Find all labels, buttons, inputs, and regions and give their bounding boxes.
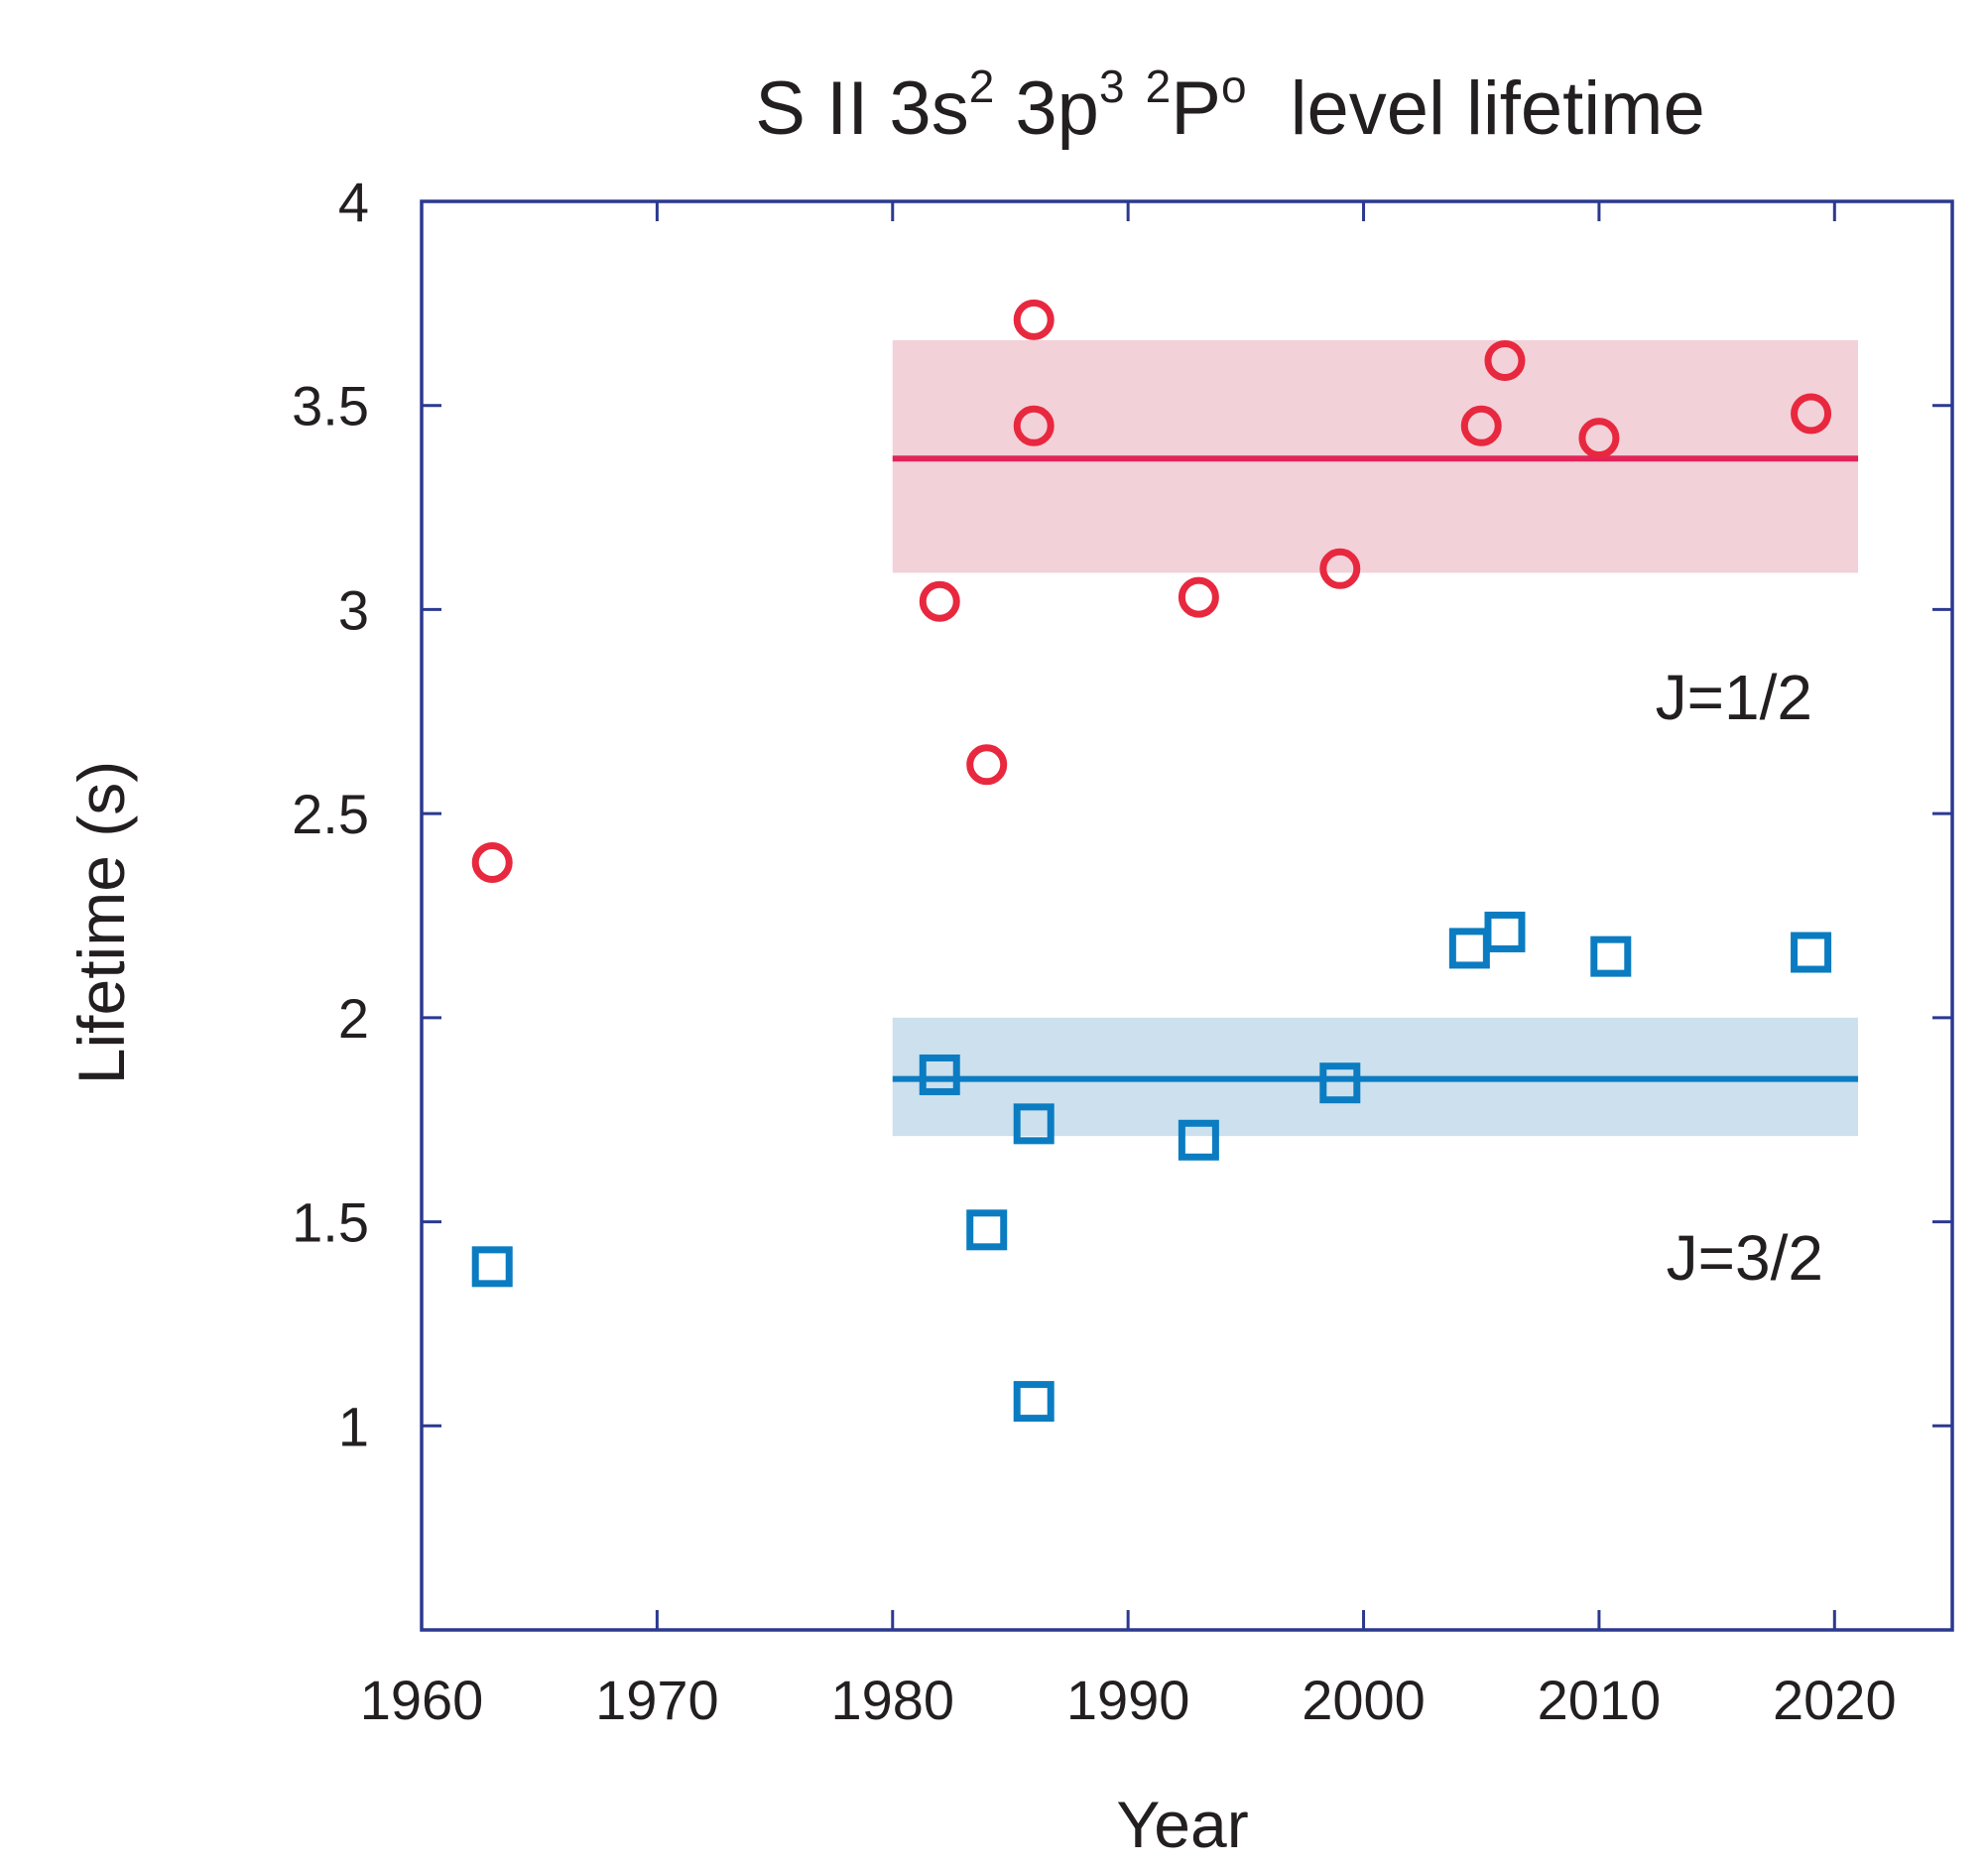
x-tick-label: 2000 xyxy=(1302,1669,1426,1731)
j12-marker xyxy=(1484,339,1526,381)
y-tick-label: 3 xyxy=(338,578,369,641)
title-sup3: 2 xyxy=(1146,61,1172,112)
x-tick-label: 2010 xyxy=(1538,1669,1662,1731)
j12-marker xyxy=(1178,576,1219,618)
x-tick-label: 1980 xyxy=(830,1669,954,1731)
y-tick-label: 2.5 xyxy=(292,783,369,845)
y-tick-label: 4 xyxy=(338,171,369,233)
j32-marker xyxy=(1178,1119,1219,1161)
y-tick-label: 1 xyxy=(338,1395,369,1457)
j32-marker xyxy=(1448,928,1490,969)
x-axis-label: Year xyxy=(1116,1788,1248,1861)
j12-marker xyxy=(1013,405,1055,446)
plot-frame xyxy=(420,199,1954,1632)
axis-ticks xyxy=(420,199,1952,1630)
title-sup1: 2 xyxy=(969,61,995,112)
chart-title: S II 3s2 3p3 2Po level lifetime xyxy=(755,61,1704,151)
title-sup4: o xyxy=(1221,61,1247,112)
y-tick-label: 2 xyxy=(338,987,369,1050)
title-mid2 xyxy=(1125,66,1146,151)
title-mid1: 3p xyxy=(994,66,1099,151)
title-prefix: S II 3s xyxy=(755,66,968,151)
x-tick-label: 1990 xyxy=(1066,1669,1190,1731)
title-suffix: level lifetime xyxy=(1291,66,1705,151)
j32-marker xyxy=(966,1209,1008,1251)
x-tick-labels: 1960 1970 1980 1990 2000 2010 2020 xyxy=(360,1669,1897,1731)
y-axis-label: Lifetime (s) xyxy=(64,761,138,1084)
y-tick-label: 1.5 xyxy=(292,1191,369,1254)
j32-marker xyxy=(1319,1062,1361,1104)
j12-marker xyxy=(919,580,960,622)
title-sup2: 3 xyxy=(1099,61,1125,112)
title-term: P xyxy=(1171,66,1221,151)
j32-marker xyxy=(1791,932,1832,973)
j12-marker xyxy=(1578,418,1620,459)
y-tick-labels: 1 1.5 2 2.5 3 3.5 4 xyxy=(292,171,369,1457)
j32-label: J=3/2 xyxy=(1667,1222,1823,1294)
j32-marker xyxy=(919,1054,960,1095)
j12-marker xyxy=(1460,405,1502,446)
y-tick-label: 3.5 xyxy=(292,375,369,437)
x-tick-label: 2020 xyxy=(1773,1669,1897,1731)
mean-lines xyxy=(892,455,1859,1082)
j12-marker xyxy=(1319,548,1361,589)
j32-marker xyxy=(1013,1103,1055,1145)
j32-marker xyxy=(1590,935,1632,977)
x-tick-label: 1960 xyxy=(360,1669,484,1731)
j12-marker xyxy=(966,744,1008,786)
j32-marker xyxy=(1484,911,1526,952)
data-markers xyxy=(471,299,1832,1423)
j12-marker xyxy=(1013,299,1055,340)
x-tick-label: 1970 xyxy=(595,1669,719,1731)
j12-label: J=1/2 xyxy=(1656,662,1812,733)
j12-marker xyxy=(471,842,513,884)
j32-marker xyxy=(1013,1381,1055,1423)
j32-marker xyxy=(471,1246,513,1288)
j12-marker xyxy=(1791,393,1832,435)
